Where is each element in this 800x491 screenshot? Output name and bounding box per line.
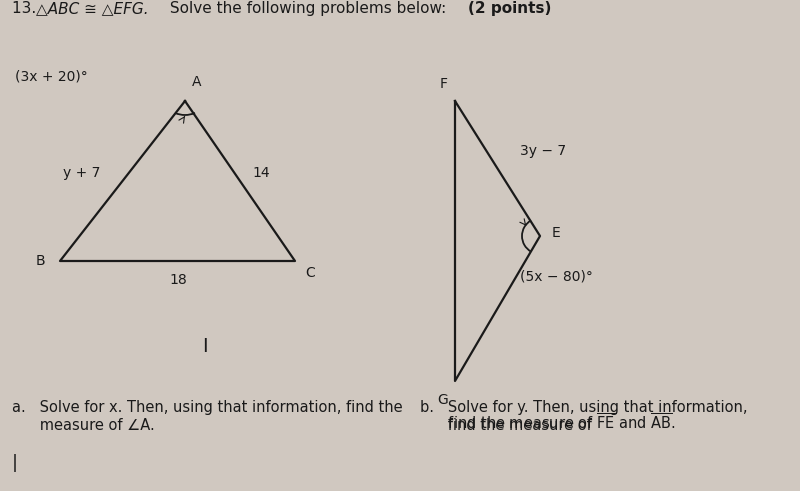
Text: I: I [202, 336, 208, 355]
Text: measure of ∠A.: measure of ∠A. [12, 418, 154, 433]
Text: B: B [35, 254, 45, 268]
Text: C: C [305, 266, 314, 280]
Text: F: F [440, 77, 448, 91]
Text: |: | [12, 454, 18, 472]
Text: G: G [438, 393, 448, 407]
Text: find the measure of $\overline{\mathrm{FE}}$ and $\overline{\mathrm{AB}}$.: find the measure of $\overline{\mathrm{F… [420, 413, 676, 433]
Text: 14: 14 [252, 166, 270, 180]
Text: 3y − 7: 3y − 7 [520, 144, 566, 158]
Text: Solve the following problems below:: Solve the following problems below: [165, 1, 451, 16]
Text: (3x + 20)°: (3x + 20)° [15, 69, 88, 83]
Text: b.   Solve for y. Then, using that information,: b. Solve for y. Then, using that informa… [420, 400, 747, 415]
Text: y + 7: y + 7 [62, 166, 100, 180]
Text: A: A [192, 75, 202, 89]
Text: (2 points): (2 points) [468, 1, 551, 16]
Text: find the measure of: find the measure of [420, 418, 596, 433]
Text: △ABC ≅ △EFG.: △ABC ≅ △EFG. [36, 1, 149, 16]
Text: a.   Solve for x. Then, using that information, find the: a. Solve for x. Then, using that informa… [12, 400, 402, 415]
Text: (5x − 80)°: (5x − 80)° [520, 269, 593, 283]
Text: 18: 18 [169, 273, 187, 287]
Text: E: E [552, 226, 561, 240]
Text: 13.: 13. [12, 1, 41, 16]
